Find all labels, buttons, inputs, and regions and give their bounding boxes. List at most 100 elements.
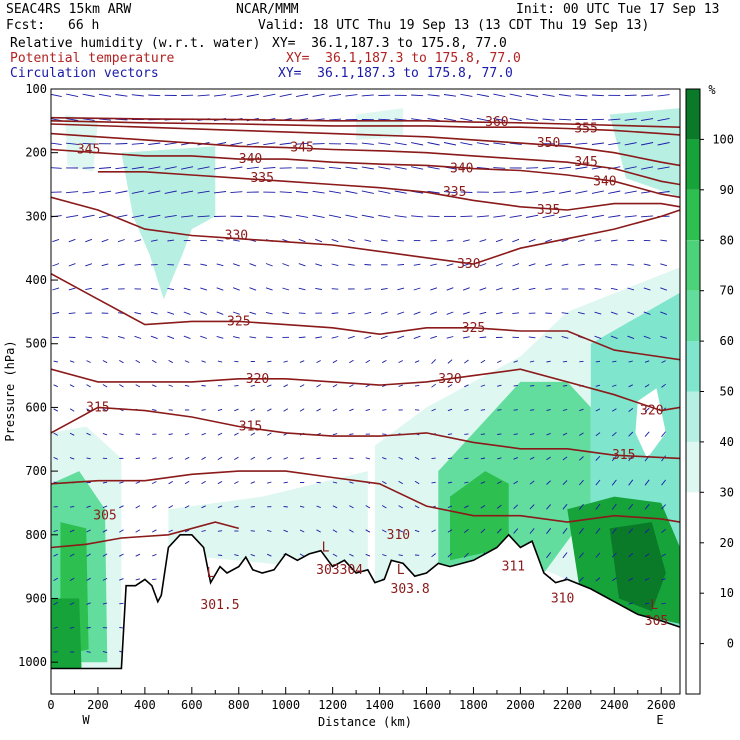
circulation-vector-192 <box>82 214 95 218</box>
circulation-vector-235 <box>167 239 175 242</box>
circulation-vector-578 <box>184 456 190 460</box>
contour-label-30: 305 <box>645 614 668 629</box>
circulation-vector-529 <box>628 408 634 412</box>
circulation-vector-526 <box>579 408 584 412</box>
circulation-vector-303 <box>660 263 668 267</box>
circulation-vector-120 <box>148 166 161 170</box>
circulation-vector-876 <box>86 651 91 653</box>
circulation-vector-619 <box>234 481 239 485</box>
circulation-vector-722 <box>53 553 59 557</box>
circulation-vector-576 <box>152 457 157 460</box>
circulation-vector-16 <box>312 93 325 97</box>
circulation-vector-136 <box>411 166 424 170</box>
circulation-vector-424 <box>151 359 157 364</box>
theta-contour-325 <box>51 272 680 361</box>
circulation-vector-581 <box>234 456 239 460</box>
circulation-vector-661 <box>299 505 305 508</box>
circulation-vector-204 <box>279 215 292 218</box>
circulation-vector-19 <box>361 94 374 97</box>
circulation-vector-229 <box>68 238 76 243</box>
circulation-vector-712 <box>513 528 519 534</box>
circulation-vector-360 <box>348 312 355 315</box>
circulation-vector-461 <box>135 384 141 388</box>
circulation-vector-594 <box>447 457 453 460</box>
circulation-vector-590 <box>382 457 387 460</box>
circulation-vector-657 <box>234 505 239 508</box>
circulation-vector-435 <box>332 360 338 364</box>
circulation-vector-401 <box>397 335 405 340</box>
circulation-vector-80 <box>115 143 128 145</box>
field-rh-xy: XY= 36.1,187.3 to 175.8, 77.0 <box>272 36 507 51</box>
circulation-vector-151 <box>657 166 670 170</box>
circulation-vector-632 <box>447 481 453 484</box>
circulation-vector-664 <box>349 505 354 509</box>
colorbar-label-50: 50 <box>720 385 734 399</box>
circulation-vector-500 <box>152 409 157 411</box>
circulation-vector-359 <box>331 312 339 314</box>
circulation-vector-572 <box>86 457 91 460</box>
circulation-vector-665 <box>365 505 371 509</box>
circulation-vector-352 <box>216 311 224 315</box>
theta-contour-340 <box>51 148 680 199</box>
circulation-vector-239 <box>233 239 240 242</box>
circulation-vector-114 <box>51 167 62 169</box>
circulation-vector-651 <box>135 505 141 509</box>
circulation-vector-621 <box>267 481 272 484</box>
circulation-vector-103 <box>493 142 506 146</box>
circulation-vector-628 <box>381 481 387 485</box>
rh-region-13 <box>609 522 666 612</box>
contour-label-26: 303 <box>316 563 339 578</box>
circulation-vector-801 <box>102 602 108 605</box>
circulation-vector-686 <box>86 529 91 533</box>
circulation-vector-685 <box>69 529 75 533</box>
circulation-vector-442 <box>447 359 453 364</box>
circulation-vector-160 <box>181 190 194 194</box>
circulation-vector-410 <box>545 336 552 339</box>
circulation-vector-246 <box>347 239 355 243</box>
circulation-vector-384 <box>117 335 125 339</box>
circulation-vector-452 <box>612 360 617 363</box>
circulation-vector-383 <box>101 336 109 339</box>
circulation-vector-527 <box>595 408 601 412</box>
circulation-vector-713 <box>529 528 535 534</box>
circulation-vector-288 <box>413 263 421 266</box>
circulation-vector-125 <box>230 166 243 170</box>
field-theta-name: Potential temperature <box>10 51 175 66</box>
circulation-vector-558 <box>480 433 486 435</box>
circulation-vector-406 <box>479 336 487 339</box>
circulation-vector-763 <box>102 577 108 581</box>
fcst-hours: 66 h <box>68 18 100 33</box>
circulation-vector-220 <box>542 214 555 219</box>
circulation-vector-687 <box>102 529 108 533</box>
circulation-vector-243 <box>298 238 306 243</box>
circulation-vector-563 <box>562 432 568 436</box>
circulation-vector-379 <box>660 311 668 315</box>
circulation-vector-98 <box>411 142 424 146</box>
circulation-vector-212 <box>411 215 424 218</box>
circulation-vector-0 <box>51 93 62 98</box>
circulation-vector-402 <box>413 335 421 340</box>
circulation-vector-752 <box>546 552 552 559</box>
circulation-vector-89 <box>263 142 276 146</box>
circulation-vector-552 <box>382 433 387 435</box>
circulation-vector-758 <box>644 553 650 557</box>
circulation-vector-179 <box>493 191 506 193</box>
circulation-vector-567 <box>628 431 634 437</box>
circulation-vector-746 <box>447 552 453 558</box>
circulation-vector-577 <box>168 457 173 460</box>
circulation-vector-764 <box>119 578 124 581</box>
circulation-vector-367 <box>462 311 470 315</box>
circulation-vector-266 <box>52 263 60 267</box>
circulation-vector-797 <box>661 578 666 581</box>
circulation-vector-117 <box>98 167 112 169</box>
circulation-vector-703 <box>365 529 371 533</box>
circulation-vector-133 <box>361 166 374 170</box>
circulation-vector-434 <box>316 360 321 364</box>
circulation-vector-31 <box>558 94 572 97</box>
circulation-vector-22 <box>411 94 424 97</box>
contour-label-6: 320 <box>246 372 269 387</box>
circulation-vector-471 <box>299 384 305 388</box>
circulation-vector-281 <box>298 263 306 267</box>
circulation-vector-716 <box>578 527 584 534</box>
circulation-vector-645 <box>661 479 667 486</box>
